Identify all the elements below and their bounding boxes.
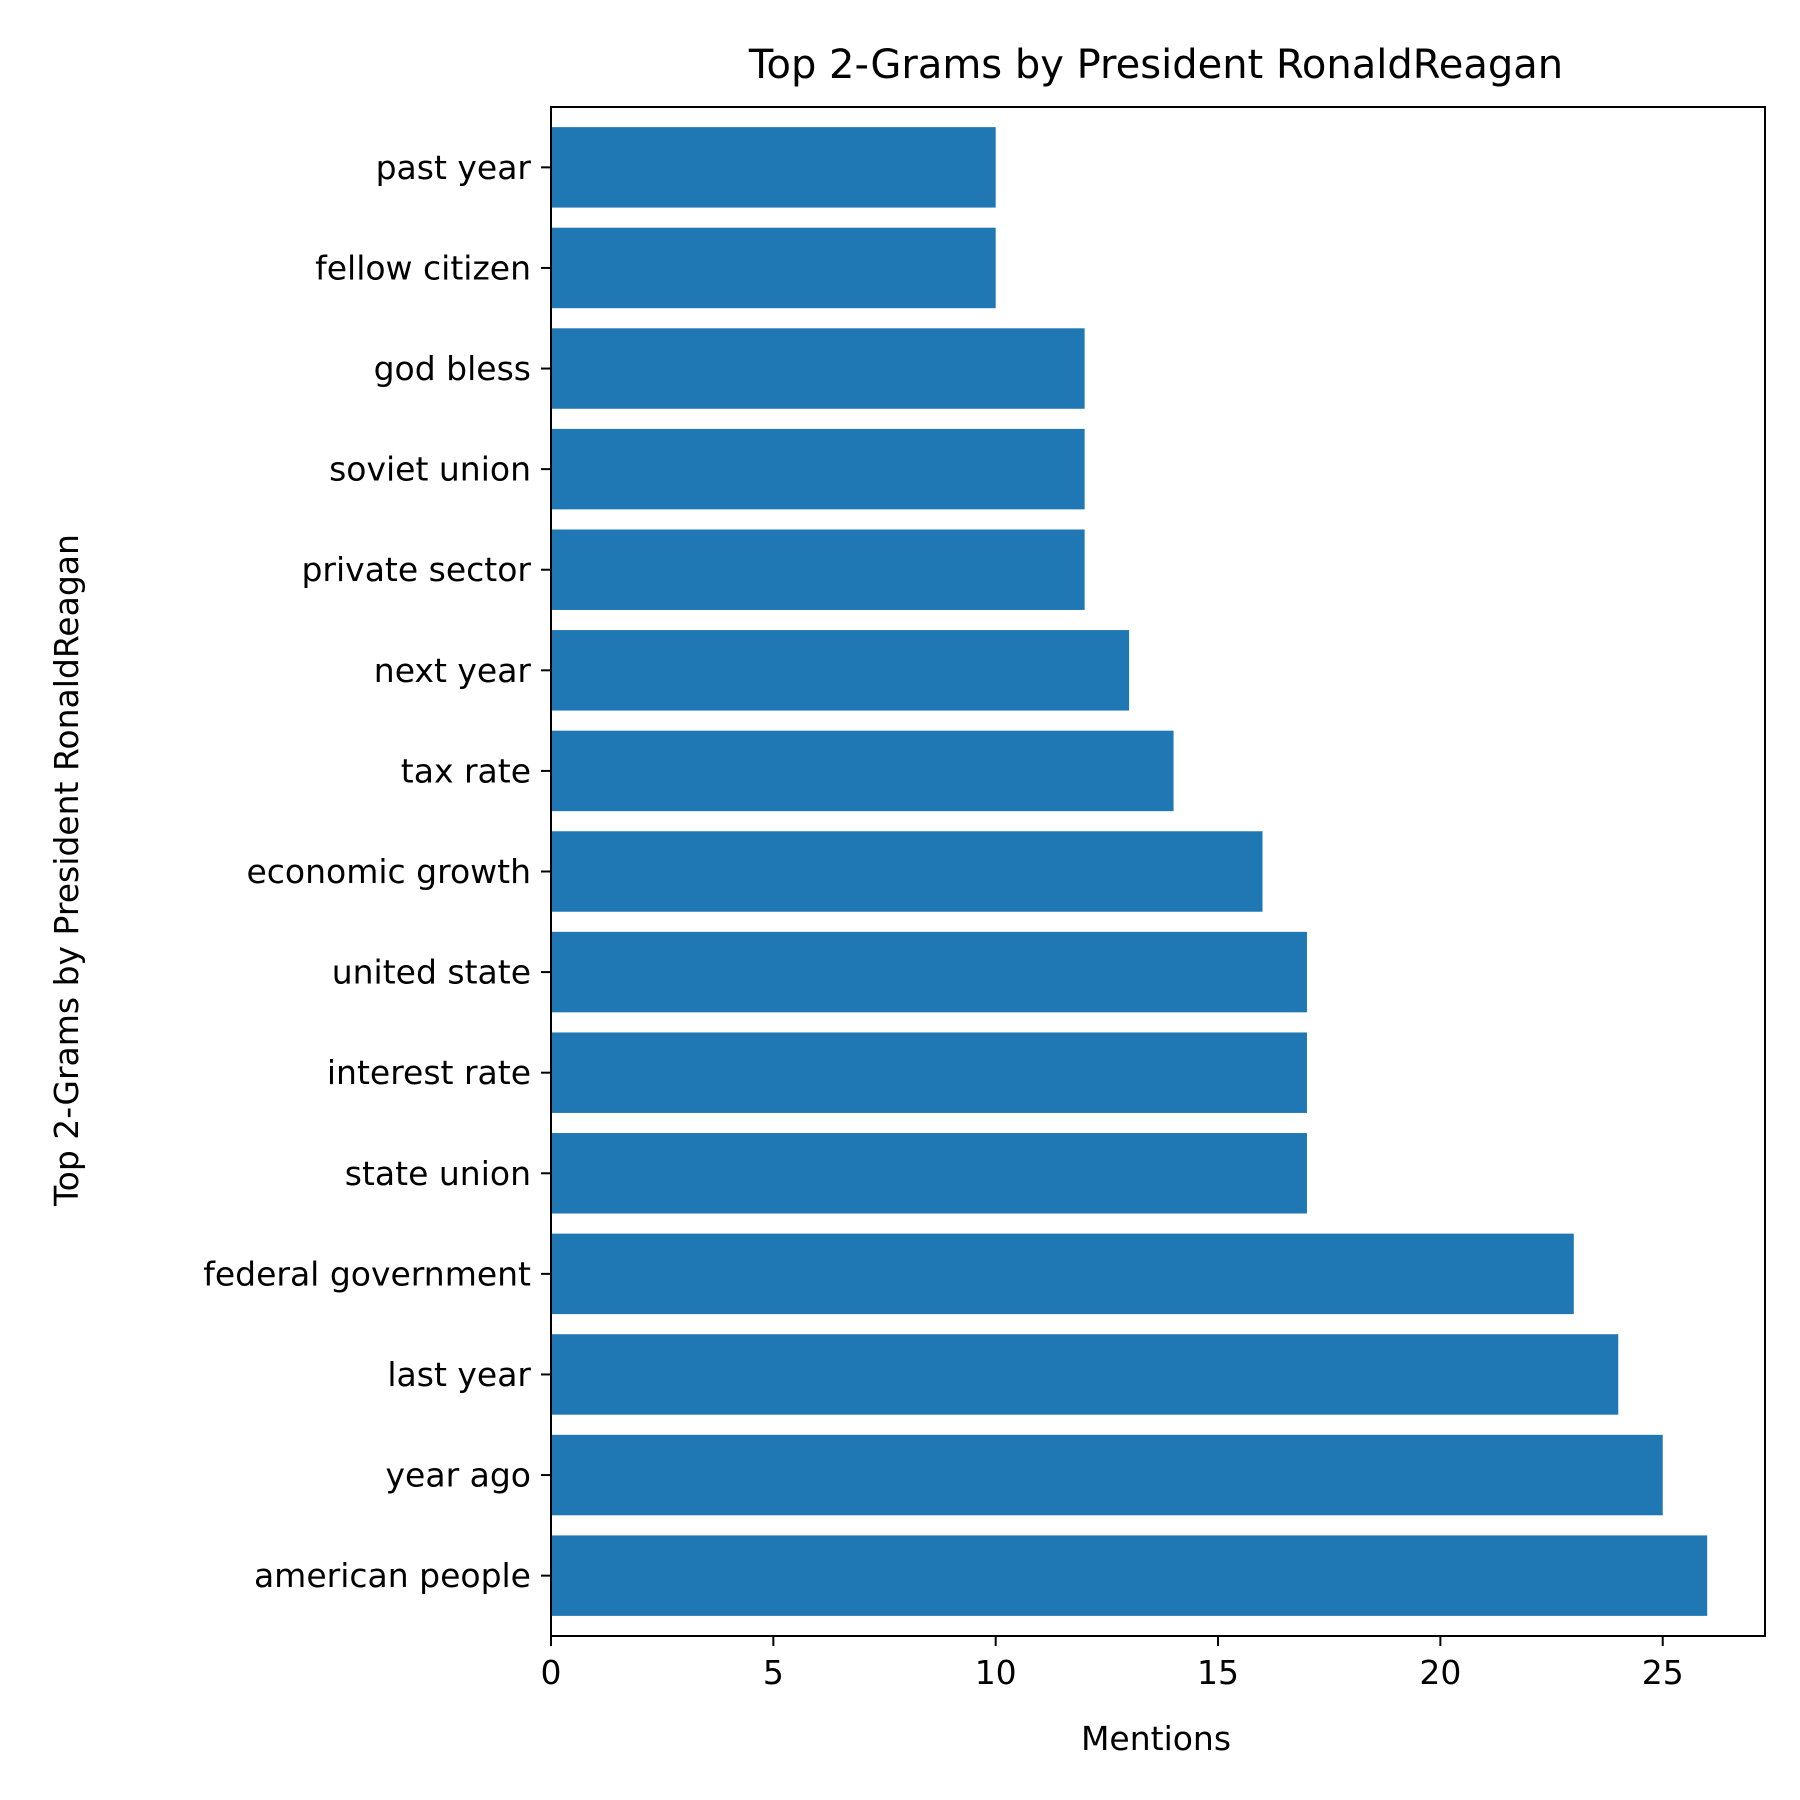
x-tick-label: 5 bbox=[763, 1653, 784, 1692]
bar bbox=[551, 127, 996, 208]
x-tick-label: 15 bbox=[1197, 1653, 1239, 1692]
y-tick-label: federal government bbox=[203, 1254, 531, 1293]
y-tick-label: next year bbox=[374, 651, 532, 690]
x-axis-label: Mentions bbox=[1081, 1719, 1231, 1758]
bar bbox=[551, 1133, 1307, 1214]
x-ticks: 0 5 10 15 20 25 bbox=[541, 1636, 1684, 1692]
y-tick-label: private sector bbox=[301, 550, 531, 589]
y-tick-label: god bless bbox=[374, 349, 531, 388]
x-tick-label: 0 bbox=[541, 1653, 562, 1692]
x-tick-label: 10 bbox=[975, 1653, 1017, 1692]
y-tick-label: tax rate bbox=[401, 751, 531, 790]
bar bbox=[551, 1233, 1574, 1315]
x-tick-label: 25 bbox=[1642, 1653, 1684, 1692]
bar bbox=[551, 931, 1307, 1013]
bar bbox=[551, 1434, 1663, 1516]
bar bbox=[551, 1334, 1619, 1415]
bar bbox=[551, 630, 1130, 711]
bar bbox=[551, 529, 1085, 610]
y-tick-label: soviet union bbox=[329, 450, 531, 489]
y-tick-label: year ago bbox=[386, 1456, 531, 1495]
bar bbox=[551, 1535, 1708, 1616]
x-tick-label: 20 bbox=[1419, 1653, 1461, 1692]
bar bbox=[551, 1032, 1307, 1113]
bar bbox=[551, 730, 1174, 812]
y-tick-label: state union bbox=[345, 1154, 531, 1193]
y-tick-label: past year bbox=[376, 148, 532, 187]
chart-title: Top 2-Grams by President RonaldReagan bbox=[748, 42, 1563, 88]
y-ticks: american people year ago last year federal … bbox=[203, 148, 551, 1595]
y-tick-label: economic growth bbox=[246, 852, 531, 891]
y-tick-label: american people bbox=[254, 1556, 531, 1595]
y-tick-label: united state bbox=[332, 953, 531, 992]
y-axis-label: Top 2-Grams by President RonaldReagan bbox=[47, 534, 86, 1207]
bar bbox=[551, 328, 1085, 409]
bar bbox=[551, 831, 1263, 912]
bars-layer bbox=[551, 127, 1708, 1616]
bar bbox=[551, 428, 1085, 510]
y-tick-label: fellow citizen bbox=[315, 248, 531, 287]
y-tick-label: interest rate bbox=[327, 1053, 531, 1092]
y-tick-label: last year bbox=[387, 1355, 531, 1394]
bar bbox=[551, 227, 996, 309]
